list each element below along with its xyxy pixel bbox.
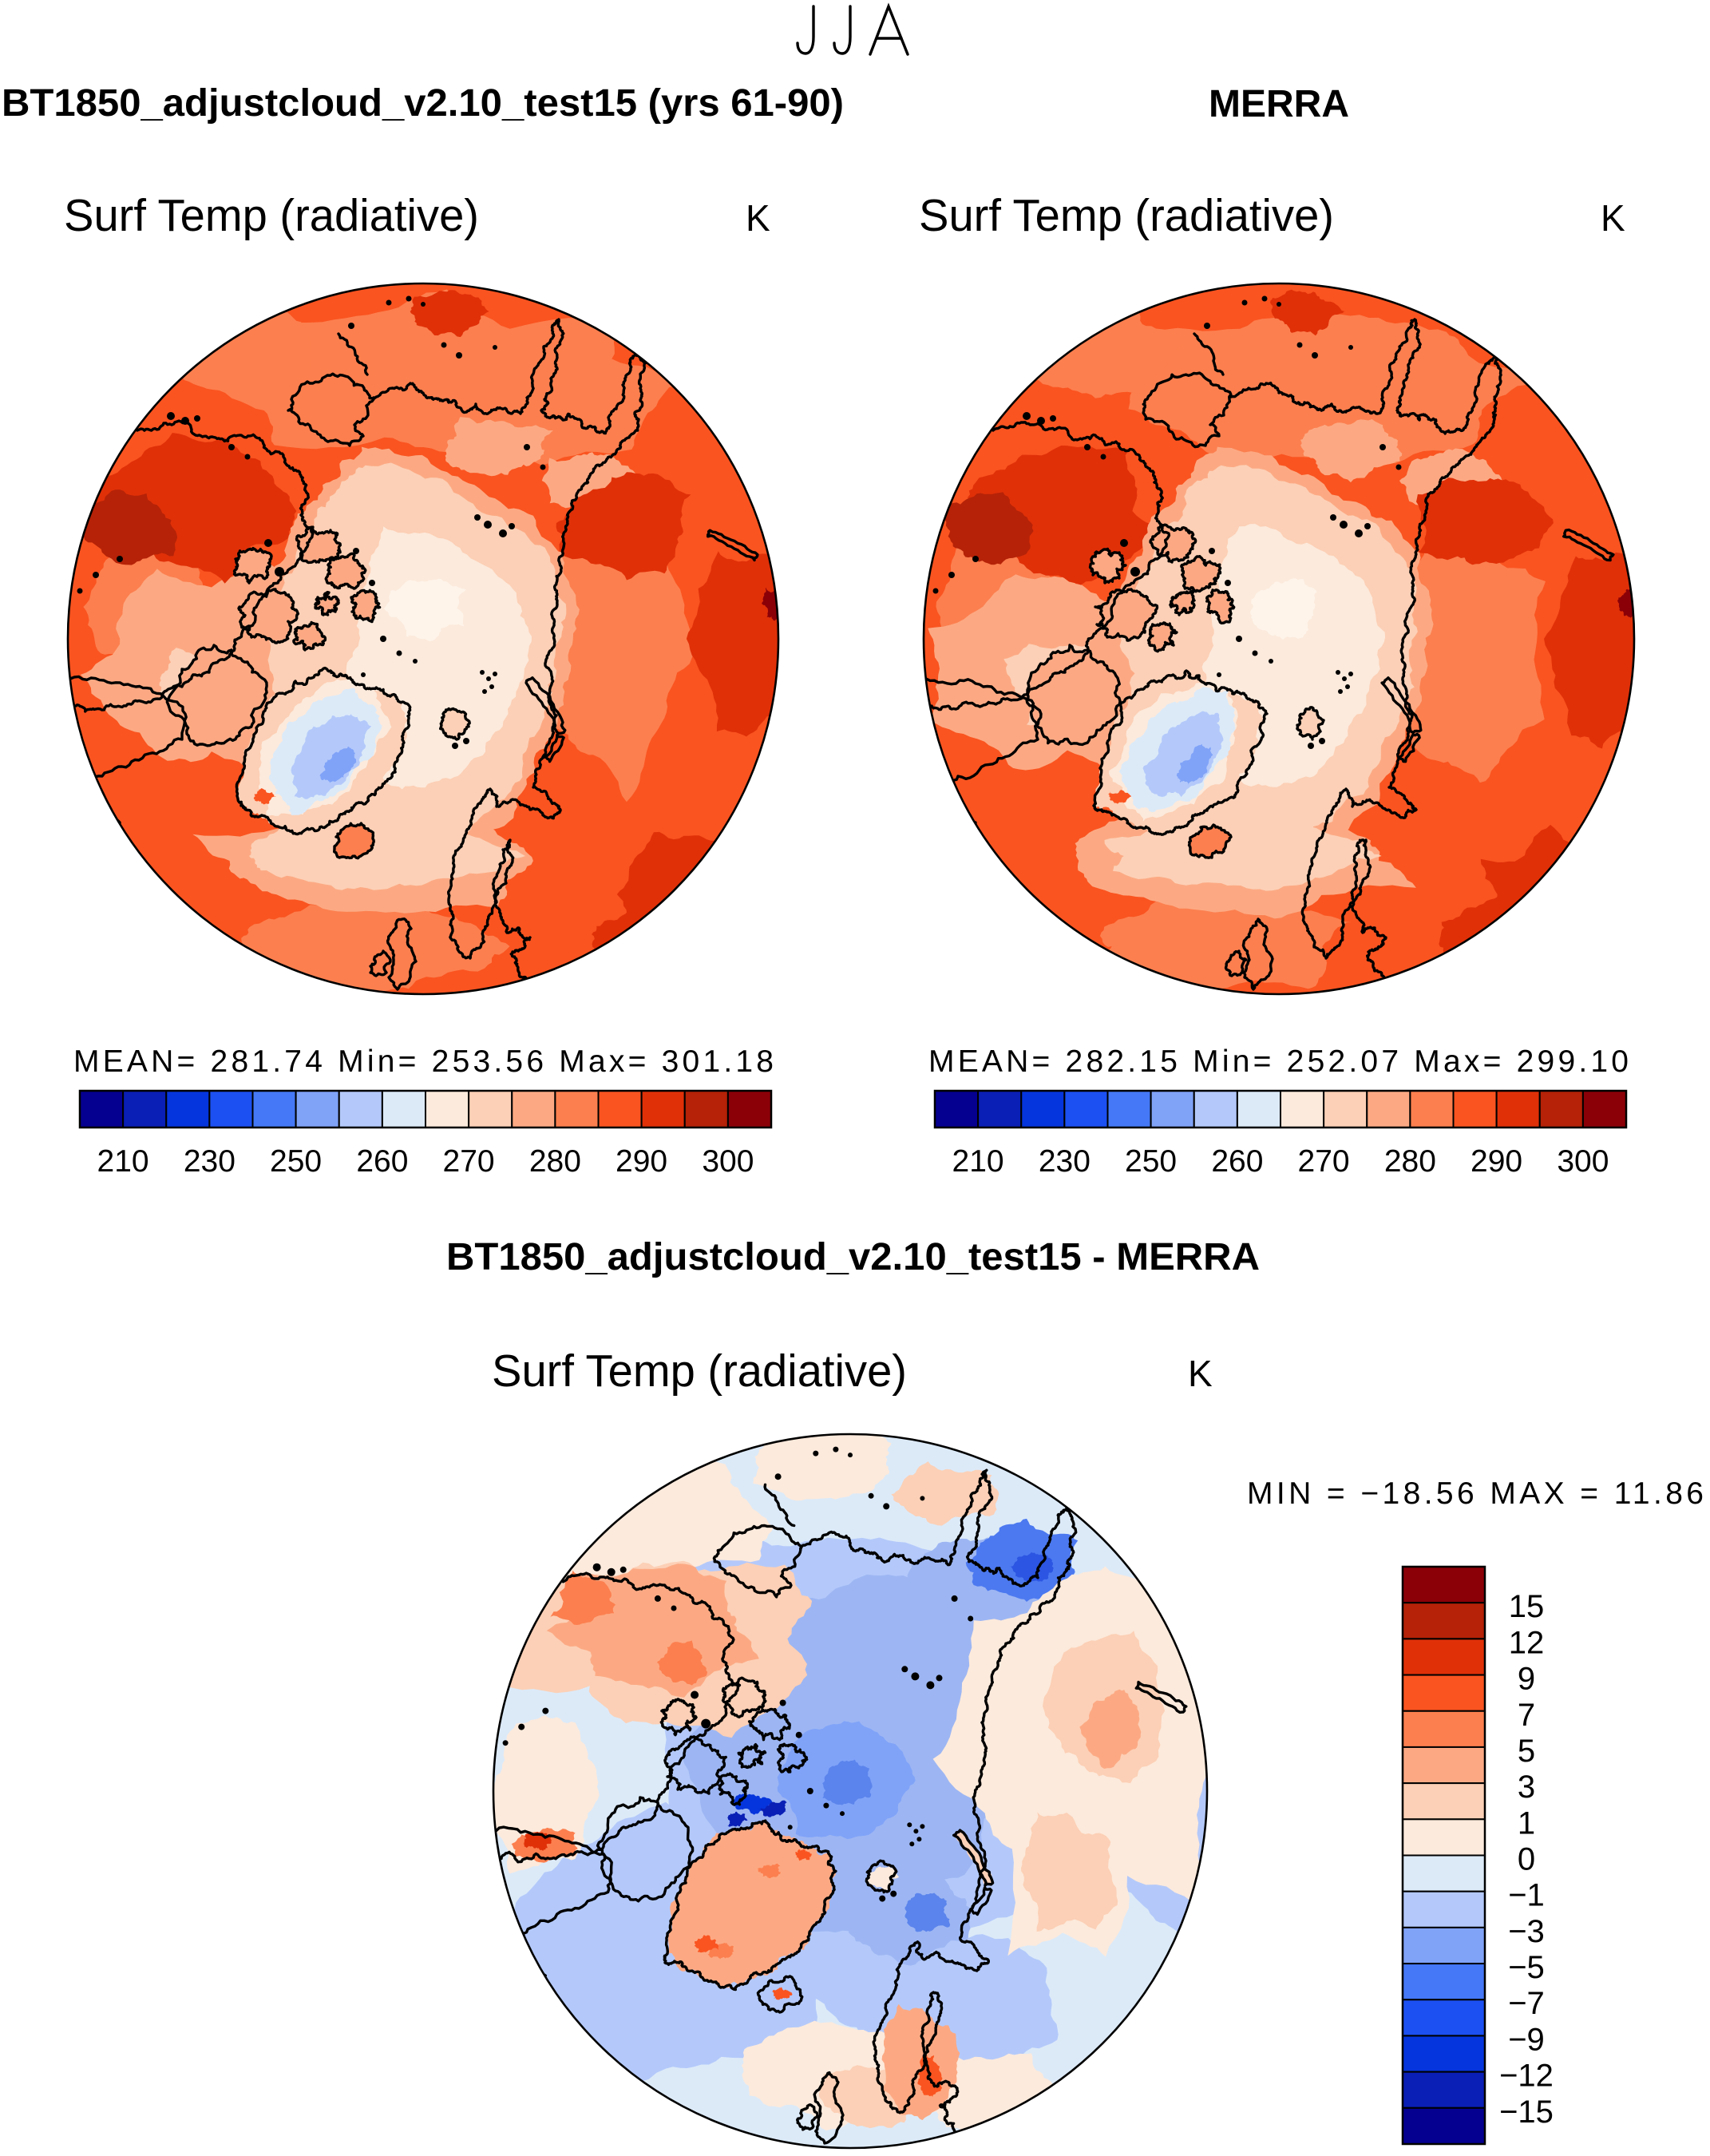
svg-text:260: 260 bbox=[356, 1144, 408, 1179]
svg-text:280: 280 bbox=[529, 1144, 581, 1179]
svg-text:−3: −3 bbox=[1508, 1914, 1545, 1949]
svg-text:15: 15 bbox=[1509, 1589, 1545, 1624]
svg-text:Surf Temp (radiative): Surf Temp (radiative) bbox=[492, 1346, 907, 1397]
svg-text:−12: −12 bbox=[1499, 2059, 1554, 2094]
svg-text:210: 210 bbox=[952, 1144, 1004, 1179]
svg-text:K: K bbox=[1601, 197, 1625, 239]
svg-text:−9: −9 bbox=[1508, 2022, 1545, 2057]
svg-text:230: 230 bbox=[184, 1144, 236, 1179]
svg-text:0: 0 bbox=[1518, 1842, 1535, 1877]
svg-text:BT1850_adjustcloud_v2.10_test1: BT1850_adjustcloud_v2.10_test15 - MERRA bbox=[446, 1236, 1260, 1278]
svg-text:260: 260 bbox=[1211, 1144, 1263, 1179]
svg-text:290: 290 bbox=[1471, 1144, 1522, 1179]
svg-text:Surf Temp (radiative): Surf Temp (radiative) bbox=[919, 190, 1334, 241]
svg-text:250: 250 bbox=[270, 1144, 322, 1179]
svg-text:5: 5 bbox=[1518, 1734, 1535, 1769]
svg-text:−15: −15 bbox=[1499, 2095, 1554, 2130]
svg-text:250: 250 bbox=[1125, 1144, 1177, 1179]
svg-text:−7: −7 bbox=[1508, 1986, 1545, 2021]
svg-text:BT1850_adjustcloud_v2.10_test1: BT1850_adjustcloud_v2.10_test15 (yrs 61-… bbox=[2, 82, 844, 125]
svg-text:230: 230 bbox=[1039, 1144, 1091, 1179]
svg-text:270: 270 bbox=[443, 1144, 495, 1179]
svg-text:290: 290 bbox=[616, 1144, 667, 1179]
svg-text:K: K bbox=[746, 197, 770, 239]
svg-text:K: K bbox=[1188, 1353, 1213, 1394]
svg-text:300: 300 bbox=[1557, 1144, 1609, 1179]
svg-text:MERRA: MERRA bbox=[1209, 83, 1349, 125]
svg-text:9: 9 bbox=[1518, 1662, 1535, 1697]
svg-text:300: 300 bbox=[702, 1144, 754, 1179]
svg-text:1: 1 bbox=[1518, 1805, 1535, 1841]
svg-text:12: 12 bbox=[1509, 1625, 1545, 1660]
svg-text:270: 270 bbox=[1298, 1144, 1350, 1179]
svg-text:280: 280 bbox=[1384, 1144, 1436, 1179]
svg-text:Surf Temp (radiative): Surf Temp (radiative) bbox=[64, 190, 479, 241]
svg-text:7: 7 bbox=[1518, 1698, 1535, 1733]
svg-text:−5: −5 bbox=[1508, 1950, 1545, 1985]
svg-text:3: 3 bbox=[1518, 1770, 1535, 1805]
svg-text:−1: −1 bbox=[1508, 1878, 1545, 1913]
svg-text:210: 210 bbox=[97, 1144, 149, 1179]
svg-text:MEAN= 281.74 Min= 253.56: MEAN= 281.74 Min= 253.56 Max= 301.18 bbox=[73, 1044, 774, 1079]
svg-text:MEAN= 282.15 Min= 252.07: MEAN= 282.15 Min= 252.07 Max= 299.10 bbox=[928, 1044, 1629, 1079]
